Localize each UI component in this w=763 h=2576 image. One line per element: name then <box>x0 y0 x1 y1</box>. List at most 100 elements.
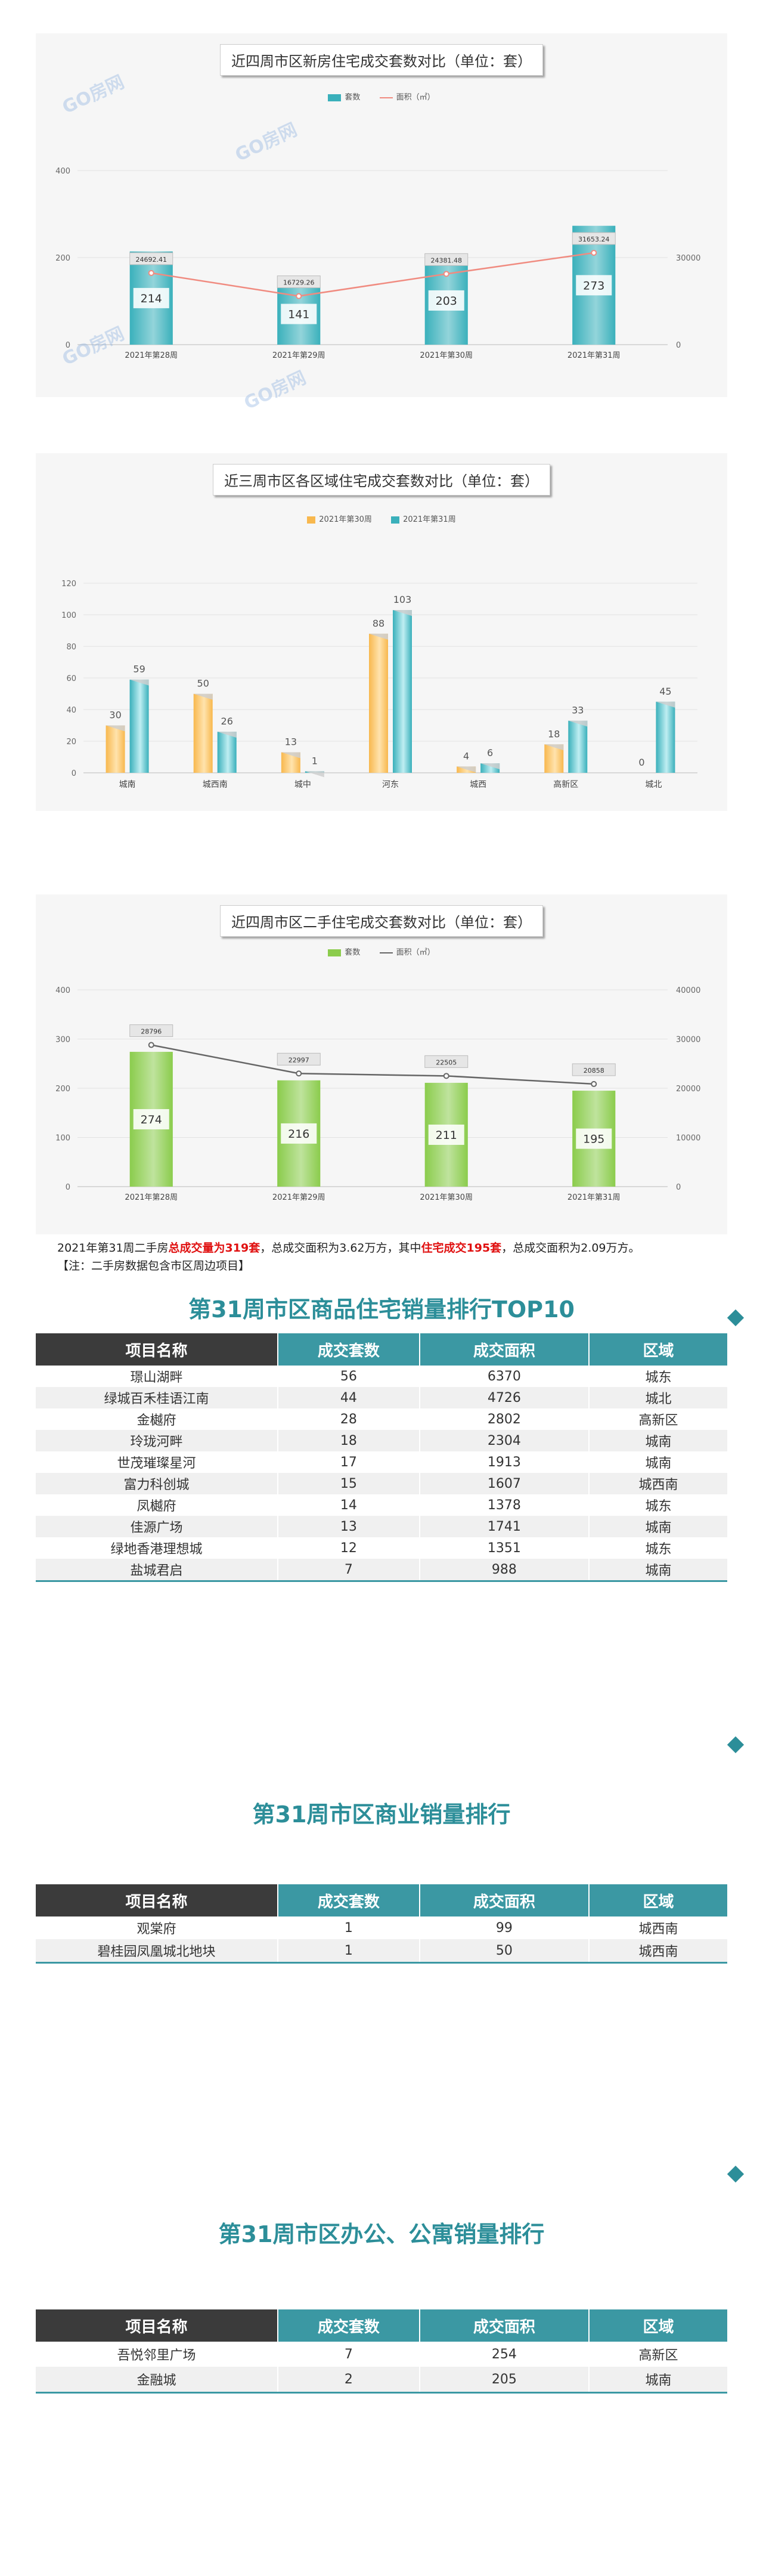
y-tick-label: 200 <box>55 1085 70 1094</box>
line-value-label: 28796 <box>141 1027 162 1035</box>
column-header: 区域 <box>588 2309 727 2342</box>
note-line-2: 【注：二手房数据包含市区周边项目】 <box>57 1259 250 1272</box>
bar-value-label: 216 <box>288 1128 309 1141</box>
column-header: 区域 <box>588 1333 727 1366</box>
line-label-box <box>129 252 173 265</box>
column-header: 成交面积 <box>418 1333 589 1366</box>
table-cell: 城东 <box>588 1494 727 1516</box>
line-point <box>443 271 449 277</box>
table-row: 观棠府 1 99 城西南 <box>36 1916 727 1939</box>
bar-value-label: 13 <box>285 736 297 748</box>
table-cell: 2304 <box>418 1430 589 1451</box>
table-cell: 城南 <box>588 1559 727 1582</box>
table-cell: 绿地香港理想城 <box>36 1537 278 1559</box>
x-tick-label: 2021年第29周 <box>272 351 325 360</box>
legend-item-week31: 2021年第31周 <box>391 513 456 524</box>
table-cell: 18 <box>277 1430 420 1451</box>
chart-1-title: 近四周市区新房住宅成交套数对比（单位：套） <box>220 44 543 76</box>
line-point <box>443 1073 449 1079</box>
bar <box>656 701 675 773</box>
table-cell: 1378 <box>418 1494 589 1516</box>
bar-value-label: 141 <box>288 308 309 321</box>
y-tick-label: 120 <box>61 580 76 589</box>
bar-value-label: 0 <box>638 757 644 768</box>
bar-value-label: 103 <box>393 594 412 605</box>
bar-fold <box>305 771 324 778</box>
x-tick-label: 2021年第30周 <box>420 351 473 360</box>
chart-panel-2: 0 20 40 60 80 100 120 30 59 城南 50 26 城西南 13 1 城中 88 103 河东… <box>36 453 727 811</box>
x-tick-label: 2021年第28周 <box>125 1193 178 1202</box>
table-row: 凤樾府 14 1378 城东 <box>36 1494 727 1516</box>
x-tick-label: 城中 <box>294 780 311 789</box>
bar-value-label: 203 <box>436 295 457 308</box>
table-office-apartment: 项目名称 成交套数 成交面积 区域 吾悦邻里广场 7 254 高新区 金融城 2 205 城南 <box>36 2309 727 2394</box>
table-row: 金融城 2 205 城南 <box>36 2367 727 2394</box>
bar-fold <box>544 744 564 751</box>
table-cell: 15 <box>277 1473 420 1494</box>
table-cell: 凤樾府 <box>36 1494 278 1516</box>
line-value-label: 31653.24 <box>578 236 610 243</box>
table-cell: 盐城君启 <box>36 1559 278 1582</box>
bar-fold <box>369 633 388 640</box>
x-tick-label: 高新区 <box>553 779 578 789</box>
line-label-box <box>277 1052 321 1066</box>
column-header: 成交套数 <box>277 1333 420 1366</box>
table-header: 项目名称 成交套数 成交面积 区域 <box>36 1884 727 1916</box>
line-value-label: 22997 <box>289 1056 309 1064</box>
x-tick-label: 河东 <box>382 780 399 789</box>
table-cell: 14 <box>277 1494 420 1516</box>
x-tick-label: 城西 <box>470 780 486 789</box>
y-tick-label: 80 <box>66 643 76 652</box>
table-cell: 12 <box>277 1537 420 1559</box>
table-cell: 99 <box>418 1916 589 1939</box>
table-cell: 城南 <box>588 1516 727 1537</box>
y2-tick-label: 40000 <box>676 986 700 995</box>
bar-value-label: 26 <box>221 716 233 727</box>
table-row: 富力科创城 15 1607 城西南 <box>36 1473 727 1494</box>
line-point <box>591 1080 597 1087</box>
bar <box>369 633 388 773</box>
bar-value-label: 195 <box>583 1133 604 1146</box>
table-cell: 1 <box>277 1916 420 1939</box>
table-cell: 城东 <box>588 1366 727 1387</box>
y-tick-label: 400 <box>55 167 70 176</box>
y2-tick-label: 30000 <box>676 1036 700 1045</box>
table-row: 盐城君启 7 988 城南 <box>36 1559 727 1582</box>
chart-panel-1: 0 200 400 0 30000 214 2021年第28周 141 2021年第29周 203… <box>36 33 727 397</box>
bar-fold <box>480 763 500 770</box>
bar-value-label: 18 <box>548 728 560 739</box>
bar-label-box <box>576 275 612 296</box>
y-tick-label: 0 <box>66 1183 70 1192</box>
bar-fold <box>129 679 149 686</box>
table-cell: 2802 <box>418 1408 589 1430</box>
table-cell: 城西南 <box>588 1939 727 1964</box>
chart-2: 0204060801001203059城南5026城西南131城中88103河东… <box>61 580 697 789</box>
table-cell: 1913 <box>418 1451 589 1473</box>
bar-value-label: 214 <box>141 292 162 305</box>
table-cell: 1741 <box>418 1516 589 1537</box>
chart-3-legend: 套数 面积（㎡） <box>36 946 727 957</box>
bar-fold <box>457 766 476 773</box>
diamond-decor <box>727 1736 745 1754</box>
table-cell: 璟山湖畔 <box>36 1366 278 1387</box>
table-cell: 17 <box>277 1451 420 1473</box>
bar-fold <box>568 720 588 727</box>
table-cell: 988 <box>418 1559 589 1582</box>
table-cell: 7 <box>277 1559 420 1582</box>
table-cell: 1607 <box>418 1473 589 1494</box>
bar <box>457 766 476 773</box>
table-cell: 高新区 <box>588 2342 727 2367</box>
x-tick-label: 2021年第30周 <box>420 1193 473 1202</box>
column-header: 区域 <box>588 1884 727 1916</box>
bar-value-label: 33 <box>572 705 584 716</box>
table-residential-top10: 项目名称 成交套数 成交面积 区域 璟山湖畔 56 6370 城东 绿城百禾桂语江南 44 472… <box>36 1333 727 1582</box>
line-label-box <box>572 1063 616 1076</box>
table-cell: 观棠府 <box>36 1916 278 1939</box>
section-title-residential: 第31周市区商品住宅销量排行TOP10 <box>188 1296 575 1323</box>
chart-panel-3: 0 100 200 300 400 0 10000 20000 30000 40000 274 202… <box>36 894 727 1234</box>
line-point <box>296 293 302 299</box>
line-value-label: 22505 <box>436 1058 457 1066</box>
bar <box>568 720 588 773</box>
line-point <box>148 270 154 276</box>
bar-label-box <box>428 1124 464 1145</box>
